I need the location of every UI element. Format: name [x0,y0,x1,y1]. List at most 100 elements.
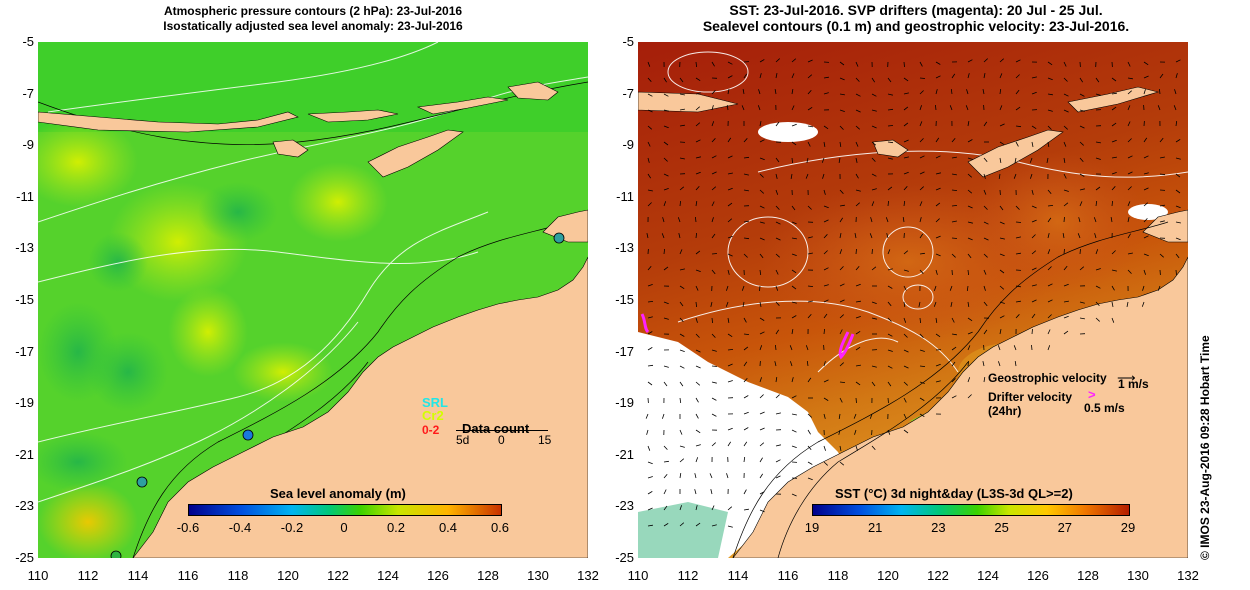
velocity-arrow [983,253,988,258]
velocity-arrow [663,317,669,320]
velocity-arrow [839,249,843,255]
velocity-arrow [695,122,701,127]
velocity-arrow [855,77,860,82]
velocity-arrow [919,155,925,159]
velocity-arrow [999,58,1004,63]
velocity-arrow [823,445,826,451]
velocity-arrow [759,442,765,447]
velocity-arrow [999,221,1005,225]
velocity-arrow [695,457,699,463]
velocity-arrow [647,347,653,351]
velocity-arrow [1127,252,1133,255]
velocity-arrow [679,429,683,435]
velocity-arrow [1095,285,1101,289]
velocity-arrow [775,377,778,383]
velocity-arrow [695,106,700,111]
velocity-arrow [791,493,797,497]
velocity-arrow [727,506,733,511]
velocity-arrow [1031,141,1034,147]
velocity-arrow [983,58,988,63]
velocity-arrow [935,61,941,65]
velocity-arrow [1047,61,1053,66]
velocity-arrow [869,233,873,239]
velocity-arrow [695,269,701,272]
velocity-arrow [695,61,697,68]
left-lon-tick: 128 [477,568,499,583]
velocity-arrow [743,156,750,159]
velocity-arrow [855,316,861,319]
velocity-arrow [1079,77,1084,83]
velocity-arrow [823,92,829,95]
right-lat-tick: -19 [615,395,634,411]
velocity-arrow [887,317,892,322]
velocity-arrow [759,237,765,241]
right-lon-tick: 124 [977,568,999,583]
velocity-arrow [967,139,973,143]
velocity-arrow [711,442,716,447]
velocity-arrow [933,301,937,307]
velocity-arrow [903,122,909,127]
velocity-arrow [1030,173,1033,179]
velocity-arrow [1047,189,1052,195]
velocity-arrow [1015,59,1021,63]
velocity-arrow [743,237,750,240]
flores-island [1067,86,1160,113]
right-title-line1: SST: 23-Jul-2016. SVP drifters (magenta)… [729,2,1103,18]
velocity-arrow [823,299,829,303]
tide-gauge-legend: SRL Cr2 [422,395,448,423]
velocity-arrow [823,461,828,466]
velocity-arrow [711,171,717,175]
velocity-arrow [1159,253,1164,258]
velocity-arrow [1063,157,1066,163]
velocity-arrow [1063,173,1067,179]
velocity-arrow [727,75,733,79]
velocity-arrow [743,346,749,351]
velocity-arrow [807,141,811,147]
velocity-arrow [855,109,861,113]
velocity-arrow [663,93,669,97]
velocity-arrow [1111,106,1117,111]
sla-low-blob [88,232,148,292]
velocity-arrow [1095,157,1101,160]
velocity-arrow [1127,61,1131,67]
velocity-arrow [903,365,909,369]
velocity-arrow [1111,250,1116,255]
velocity-arrow [1015,141,1019,147]
sst-map-svg [638,42,1188,558]
velocity-arrow [1127,77,1133,80]
velocity-arrow [823,125,829,130]
velocity-arrow [1063,283,1069,287]
velocity-arrow [887,125,894,127]
velocity-arrow [1127,121,1131,127]
velocity-arrow [903,92,909,95]
velocity-arrow [1095,301,1100,306]
velocity-arrow [1111,285,1115,291]
velocity-arrow [743,508,749,511]
geostrophic-velocity-scale: 1 m/s [1118,377,1149,391]
velocity-arrow [935,380,941,383]
left-title-line1: Atmospheric pressure contours (2 hPa): 2… [163,4,463,18]
velocity-arrow [822,173,825,179]
velocity-arrow [807,477,813,481]
velocity-arrow [647,77,652,82]
sst-warm-pool [968,152,1148,292]
velocity-arrow [679,445,685,448]
velocity-arrow [935,137,940,143]
right-lon-tick: 116 [777,568,799,583]
velocity-arrow [967,317,973,322]
velocity-arrow [965,105,969,111]
velocity-arrow [967,301,970,307]
sealevel-contour [817,337,899,373]
sst-colorbar-tick: 27 [1057,520,1073,535]
velocity-arrow [791,105,795,111]
velocity-arrow [726,473,729,479]
velocity-arrow [935,235,941,239]
velocity-arrow [647,316,653,319]
velocity-arrow [871,125,877,129]
sla-high-blob [168,287,248,377]
velocity-arrow [791,237,797,240]
velocity-arrow [903,333,908,338]
velocity-arrow [695,77,701,82]
sla-low-blob [88,332,168,412]
velocity-arrow [854,429,857,435]
